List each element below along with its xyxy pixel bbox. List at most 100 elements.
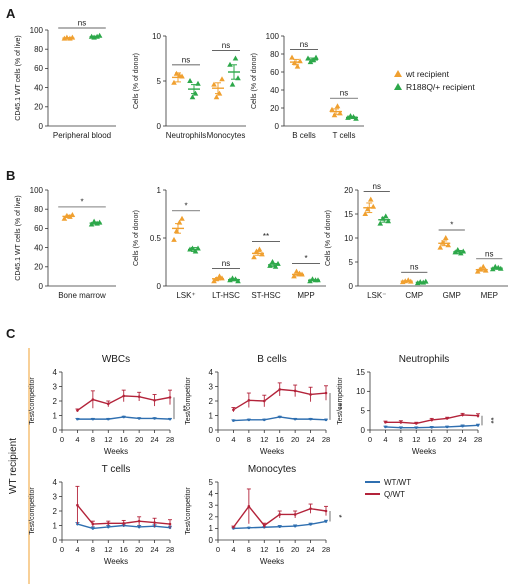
data-point [235, 278, 241, 284]
data-point [106, 522, 110, 525]
data-point [269, 259, 276, 264]
chart-b2: 0 0.5 1 Cells (% of donor) LSK⁺ LT-HSC ST-HSC M… [133, 186, 326, 300]
x-tick-label: 20 [135, 545, 143, 554]
data-point [247, 505, 251, 508]
y-tick-label: 10 [356, 387, 365, 396]
data-point [247, 418, 251, 422]
data-point [461, 424, 464, 428]
data-point [122, 415, 126, 419]
x-tick-label: 12 [412, 435, 420, 444]
y-tick-label: 40 [34, 243, 43, 252]
data-point [61, 215, 68, 221]
y-tick-label: 40 [34, 83, 43, 92]
data-point [106, 417, 110, 421]
data-point [168, 396, 172, 399]
data-point [278, 388, 282, 391]
x-tick-label: 24 [150, 545, 158, 554]
significance-label: ns [340, 89, 348, 98]
data-point [384, 420, 387, 424]
legend-marker-wt [394, 70, 402, 77]
significance-label: ** [263, 232, 269, 241]
y-tick-label: 0 [39, 282, 44, 291]
x-tick-label: 4 [75, 545, 79, 554]
x-tick-label: 12 [104, 545, 112, 554]
x-tick-label: 24 [306, 545, 314, 554]
y-tick-label: 60 [270, 68, 279, 77]
x-tick-label: T cells [333, 131, 356, 140]
chart-title: B cells [257, 354, 286, 365]
data-point [262, 524, 266, 527]
y-axis-label: Test/competitor [185, 487, 192, 535]
x-tick-label: Monocytes [207, 131, 246, 140]
data-point [247, 398, 251, 402]
y-tick-label: 1 [53, 521, 58, 530]
x-tick-label: 20 [291, 435, 299, 444]
y-tick-label: 60 [34, 224, 43, 233]
data-point [219, 76, 225, 82]
x-axis-label: Weeks [260, 447, 284, 456]
x-tick-label: 12 [260, 435, 268, 444]
x-axis-label: Weeks [104, 557, 128, 566]
data-point [189, 94, 196, 100]
significance-label: ** [178, 405, 187, 411]
y-tick-label: 10 [344, 234, 353, 243]
data-point [211, 278, 217, 284]
y-tick-label: 100 [266, 32, 280, 41]
y-axis-label: Cells (% of donor) [133, 53, 140, 109]
x-tick-label: Bone marrow [58, 291, 106, 300]
data-point [289, 54, 295, 60]
x-tick-label: 0 [368, 435, 372, 444]
y-tick-label: 1 [53, 411, 58, 420]
data-point [211, 81, 217, 87]
y-tick-label: 0 [349, 282, 354, 291]
data-point [324, 418, 328, 422]
x-tick-label: MEP [481, 291, 498, 300]
significance-label: ns [78, 19, 86, 28]
data-point [430, 425, 434, 429]
y-tick-label: 60 [34, 64, 43, 73]
y-tick-label: 15 [356, 368, 365, 377]
y-tick-label: 0 [157, 122, 162, 131]
chart-a2: 0 5 10 Cells (% of donor) Neutrophils Monocyt… [133, 32, 246, 140]
y-tick-label: 3 [53, 382, 58, 391]
data-point [256, 246, 263, 252]
y-tick-label: 2 [209, 513, 214, 522]
chart-title: Neutrophils [399, 354, 450, 365]
data-point [362, 211, 369, 216]
data-point [91, 398, 95, 401]
y-tick-label: 1 [157, 186, 162, 195]
x-tick-label: 28 [322, 435, 330, 444]
y-tick-label: 100 [30, 26, 44, 35]
significance-label: ns [222, 41, 230, 50]
chart-title: WBCs [102, 354, 130, 365]
x-tick-label: 12 [104, 435, 112, 444]
data-point [399, 426, 403, 429]
data-point [430, 418, 434, 422]
y-axis-label: CD45.1 WT cells (% of live) [15, 195, 22, 280]
data-point [229, 81, 236, 87]
data-point [227, 61, 233, 67]
data-point [309, 523, 312, 526]
data-point [106, 525, 110, 529]
data-point [293, 389, 297, 393]
data-point [168, 522, 172, 526]
y-axis-label: Cells (% of donor) [133, 210, 140, 266]
x-tick-label: 16 [120, 545, 128, 554]
data-point [309, 417, 312, 421]
panel-label-a: A [6, 6, 16, 21]
data-point [414, 426, 418, 429]
significance-label: ns [300, 40, 308, 49]
data-point [367, 196, 374, 202]
x-tick-label: 28 [322, 545, 330, 554]
x-tick-label: Neutrophils [166, 131, 206, 140]
y-axis-label: Test/competitor [185, 377, 192, 425]
y-tick-label: 4 [209, 489, 214, 498]
y-tick-label: 4 [209, 368, 214, 377]
data-point [476, 414, 480, 417]
y-tick-label: 0 [157, 282, 162, 291]
y-tick-label: 1 [209, 411, 214, 420]
x-tick-label: ST-HSC [251, 291, 281, 300]
y-axis-label: CD45.1 WT cells (% of live) [15, 35, 22, 120]
